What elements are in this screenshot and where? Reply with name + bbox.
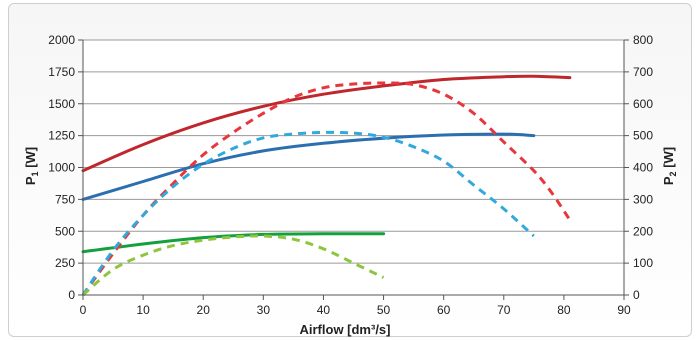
y-left-tick-label: 2000 [48,33,75,47]
y-right-tick-label: 700 [633,65,653,79]
y-left-tick-label: 0 [68,288,75,302]
x-tick-label: 0 [80,303,87,317]
y-left-tick-label: 750 [55,192,75,206]
series-line-3 [81,232,386,254]
y-left-tick-label: 250 [55,256,75,270]
series-line-5 [81,130,535,296]
x-tick-label: 20 [197,303,211,317]
grid [83,39,624,295]
y-right-axis-title: P2 [W] [661,147,678,185]
series-group [81,74,572,297]
y-left-tick-label: 1500 [48,97,75,111]
x-tick-label: 10 [136,303,150,317]
x-axis-title: Airflow [dm³/s] [300,322,391,337]
y-left-tick-label: 1000 [48,161,75,175]
series-line-4 [81,81,572,296]
chart-frame: 0 250 500 750 1000 1250 1500 1750 2000 0 100 200 300… [8,3,692,337]
y-left-tick-label: 500 [55,224,75,238]
y-right-tick-label: 800 [633,33,653,47]
y-left-tick-label: 1750 [48,65,75,79]
x-tick-label: 70 [497,303,511,317]
series-line-2 [81,132,536,201]
series-line-6 [82,234,385,297]
y-right-tick-label: 200 [633,224,653,238]
x-tick-label: 30 [257,303,271,317]
y-right-tick-label: 300 [633,192,653,206]
x-tick-label: 90 [617,303,631,317]
x-tick-label: 60 [437,303,451,317]
y-left-axis-title: P1 [W] [23,147,40,185]
line-chart: 0250500750100012501500175020000100200300… [23,33,678,337]
axes: 0250500750100012501500175020000100200300… [48,33,653,317]
y-left-tick-label: 1250 [48,129,75,143]
y-right-tick-label: 400 [633,161,653,175]
x-tick-label: 80 [557,303,571,317]
series-line-1 [81,74,572,173]
y-right-tick-label: 100 [633,256,653,270]
x-tick-label: 50 [377,303,391,317]
y-right-tick-label: 0 [633,288,640,302]
x-tick-label: 40 [317,303,331,317]
y-right-tick-label: 500 [633,129,653,143]
y-right-tick-label: 600 [633,97,653,111]
